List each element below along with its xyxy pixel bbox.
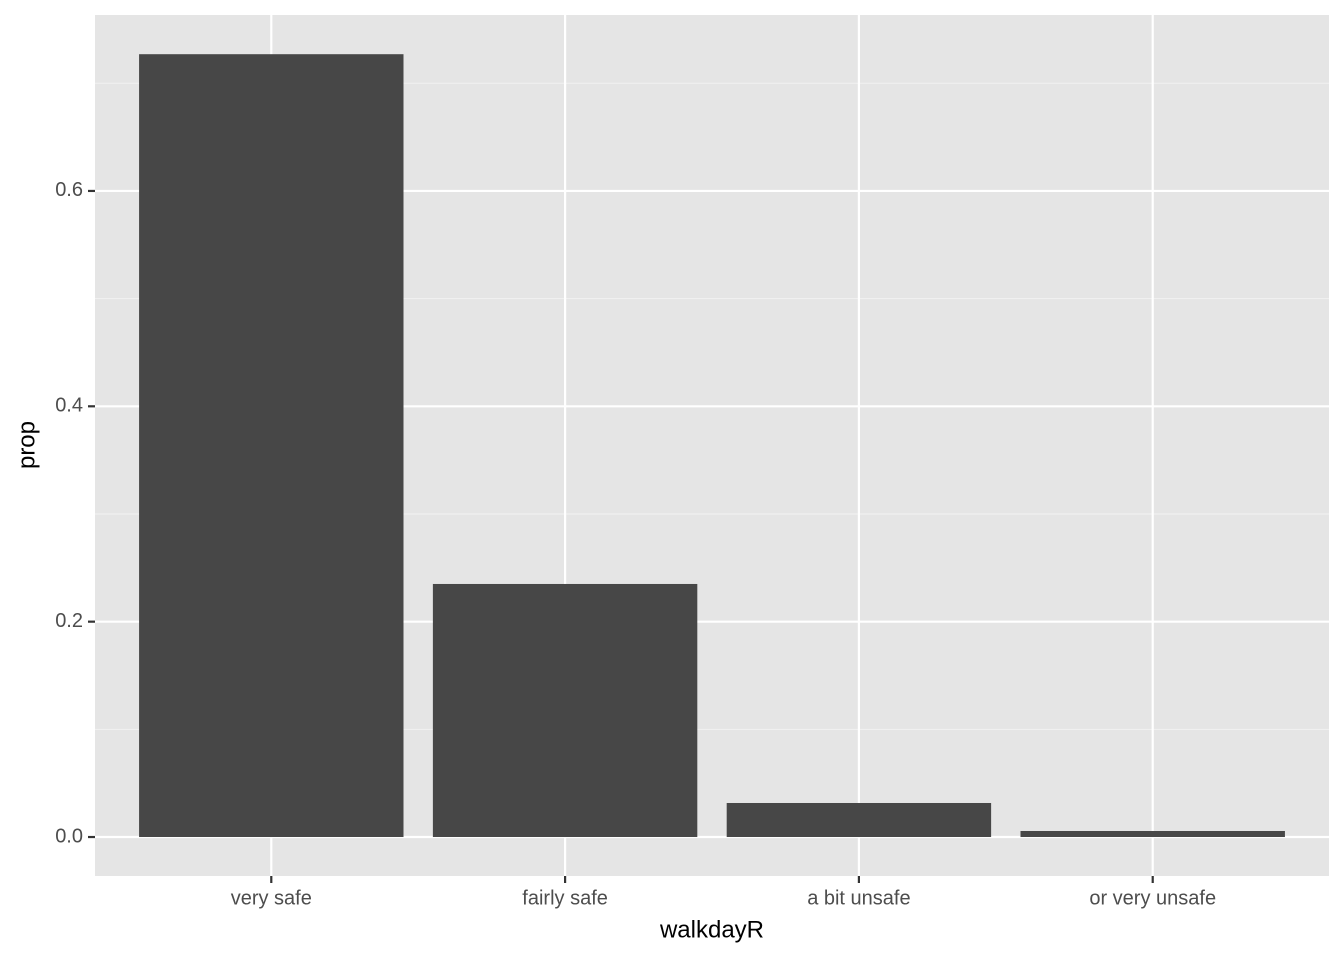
x-tick-label: fairly safe — [522, 887, 608, 909]
bar — [139, 54, 404, 838]
x-tick-label: or very unsafe — [1089, 887, 1216, 909]
y-tick-label: 0.4 — [55, 395, 83, 417]
y-tick-label: 0.6 — [55, 179, 83, 201]
y-tick-label: 0.0 — [55, 825, 83, 847]
x-tick-label: a bit unsafe — [807, 887, 910, 909]
x-tick-label: very safe — [231, 887, 312, 909]
y-tick-label: 0.2 — [55, 610, 83, 632]
bar — [726, 802, 992, 838]
x-axis-title: walkdayR — [659, 916, 764, 943]
y-axis-title: prop — [13, 421, 40, 469]
bar — [1020, 830, 1285, 838]
bar — [432, 583, 698, 838]
